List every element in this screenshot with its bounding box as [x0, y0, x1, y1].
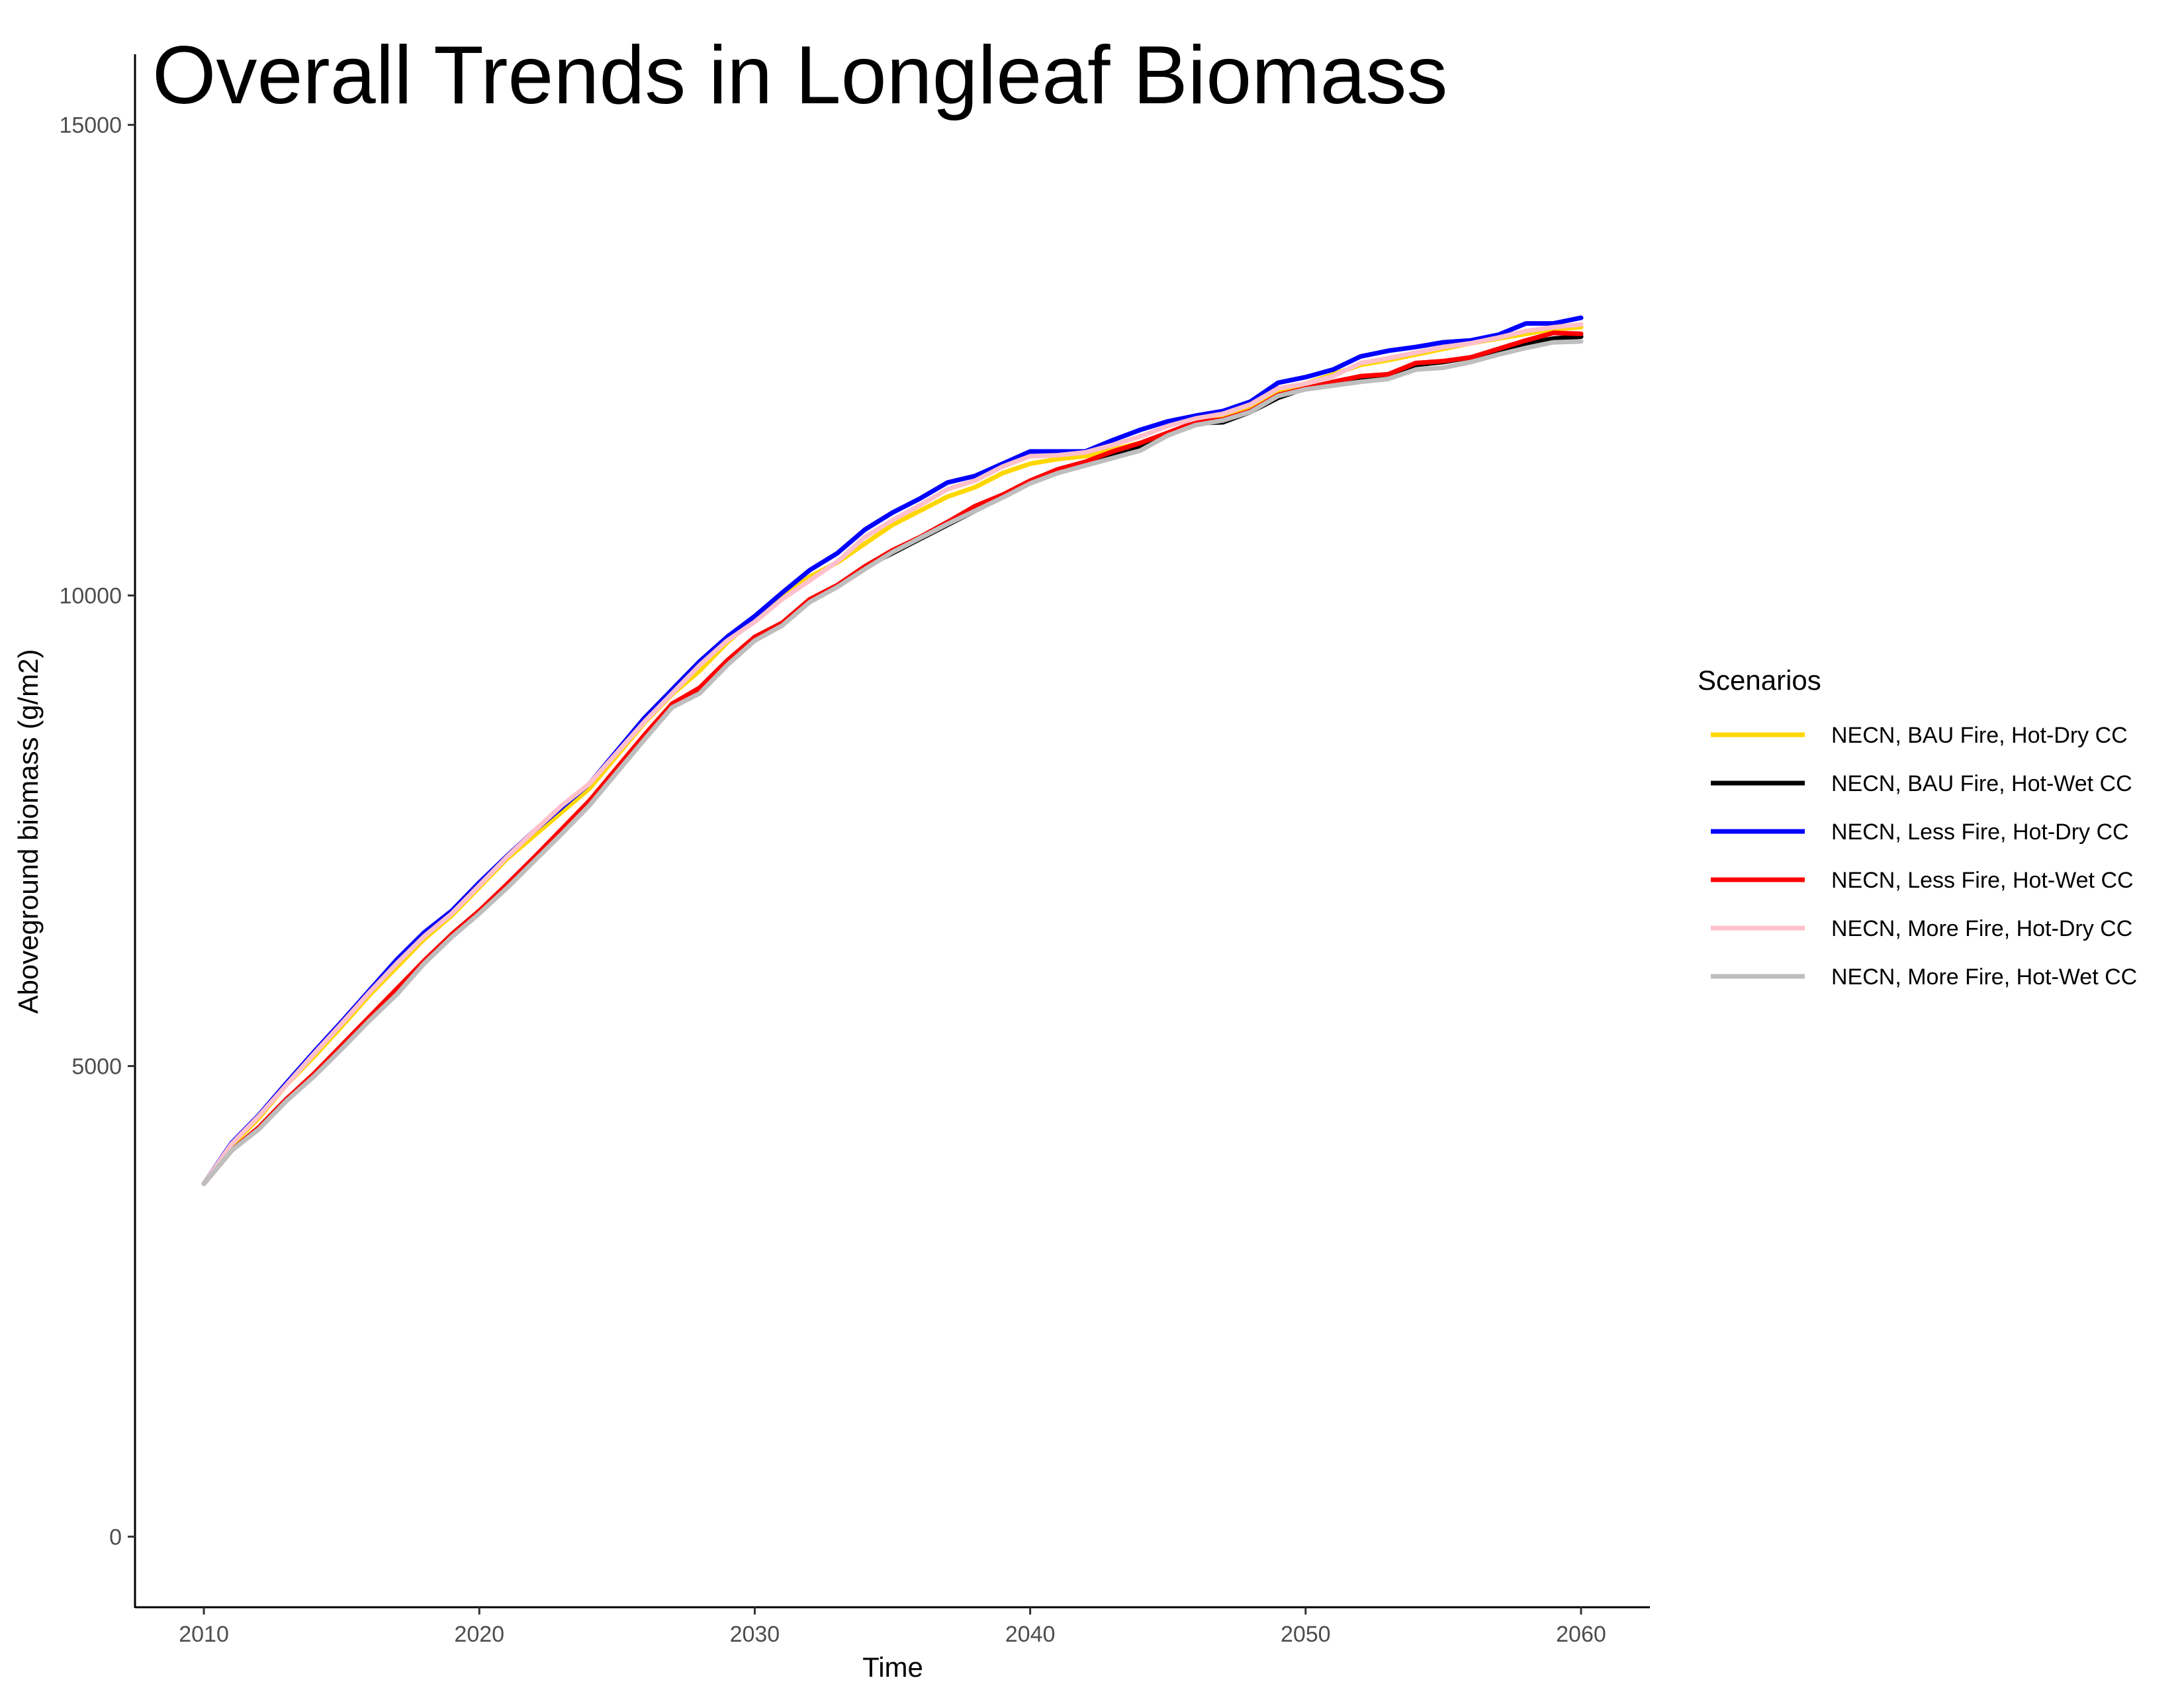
chart-title: Overall Trends in Longleaf Biomass — [152, 30, 1447, 121]
legend-item: NECN, Less Fire, Hot-Dry CC — [1711, 820, 2129, 845]
series-line-6 — [201, 339, 1584, 1186]
x-tick-label: 2060 — [1556, 1622, 1606, 1647]
legend-label: NECN, More Fire, Hot-Wet CC — [1831, 964, 2137, 990]
x-tick-label: 2040 — [1005, 1622, 1056, 1647]
legend-item: NECN, More Fire, Hot-Wet CC — [1711, 964, 2137, 990]
series-line-3 — [201, 315, 1584, 1186]
y-tick-label: 0 — [109, 1524, 122, 1550]
series-line-1 — [201, 324, 1584, 1186]
legend-label: NECN, More Fire, Hot-Dry CC — [1831, 916, 2132, 941]
x-tick-label: 2010 — [179, 1622, 229, 1647]
legend-items: NECN, BAU Fire, Hot-Dry CC NECN, BAU Fire… — [1711, 723, 2137, 990]
legend-item: NECN, BAU Fire, Hot-Wet CC — [1711, 771, 2132, 796]
x-tick-label: 2030 — [730, 1622, 780, 1647]
legend-label: NECN, BAU Fire, Hot-Wet CC — [1831, 771, 2132, 796]
y-tick-label: 5000 — [71, 1054, 122, 1079]
x-tick-label: 2020 — [454, 1622, 504, 1647]
x-axis: 2010 2020 2030 2040 2050 2060 — [135, 1606, 1650, 1647]
y-tick-label: 15000 — [59, 113, 122, 138]
legend-title: Scenarios — [1698, 665, 1821, 696]
series-group — [201, 315, 1584, 1186]
legend-label: NECN, Less Fire, Hot-Dry CC — [1831, 820, 2129, 845]
legend: Scenarios NECN, BAU Fire, Hot-Dry CCNECN… — [1698, 665, 2137, 990]
x-tick-label: 2050 — [1281, 1622, 1331, 1647]
legend-item: NECN, BAU Fire, Hot-Dry CC — [1711, 723, 2128, 748]
legend-item: NECN, Less Fire, Hot-Wet CC — [1711, 868, 2134, 893]
y-axis-title: Aboveground biomass (g/m2) — [13, 649, 44, 1014]
legend-label: NECN, Less Fire, Hot-Wet CC — [1831, 868, 2134, 893]
legend-item: NECN, More Fire, Hot-Dry CC — [1711, 916, 2132, 941]
series-line-5 — [201, 322, 1584, 1186]
series-line-2 — [201, 334, 1584, 1186]
x-axis-title: Time — [862, 1652, 923, 1683]
y-tick-label: 10000 — [59, 584, 122, 609]
legend-label: NECN, BAU Fire, Hot-Dry CC — [1831, 723, 2128, 748]
series-line-4 — [201, 330, 1584, 1186]
y-axis: 0 5000 10000 15000 — [59, 54, 136, 1608]
